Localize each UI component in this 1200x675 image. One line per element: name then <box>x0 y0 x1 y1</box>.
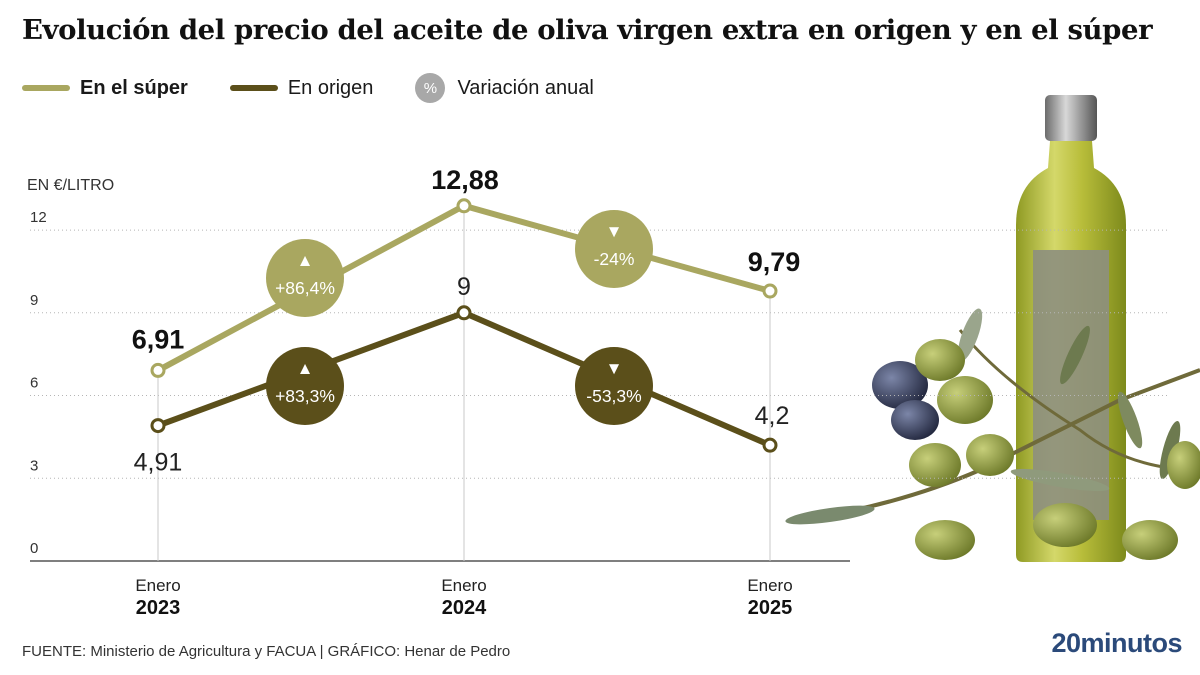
x-tick-label-year: 2023 <box>136 597 181 619</box>
y-tick-label: 6 <box>30 375 38 392</box>
data-label-super: 6,91 <box>132 324 185 354</box>
variation-badges: ▲ +86,4% ▼ -24% ▲ +83,3% ▼ -53,3% <box>266 210 653 425</box>
variation-badge-label: -53,3% <box>586 386 641 406</box>
y-tick-label: 12 <box>30 209 47 226</box>
y-tick-label: 0 <box>30 540 38 557</box>
x-tick-label-year: 2024 <box>442 597 487 619</box>
data-point-origen <box>456 305 472 321</box>
x-tick-label-month: Enero <box>747 576 792 595</box>
data-labels: 6,91 12,88 9,79 4,91 9 4,2 <box>132 165 801 477</box>
y-tick-label: 9 <box>30 292 38 309</box>
olive-oil-illustration <box>785 95 1200 562</box>
data-label-super: 12,88 <box>431 165 499 195</box>
olive-branch-icon <box>785 308 1200 560</box>
data-label-origen: 4,91 <box>134 449 183 477</box>
data-point-origen <box>762 437 778 453</box>
legend: En el súper En origen % Variación anual <box>22 73 636 103</box>
x-tick-label-year: 2025 <box>748 597 793 619</box>
triangle-down-icon: ▼ <box>606 359 623 378</box>
data-label-super: 9,79 <box>748 247 801 277</box>
source-footer: FUENTE: Ministerio de Agricultura y FACU… <box>22 643 511 660</box>
axes: EN €/LITRO 0 3 6 9 12 Enero 2023 Enero 2024 Enero 2… <box>27 177 1170 619</box>
legend-label-super: En el súper <box>80 76 188 99</box>
x-tick-label-month: Enero <box>135 576 180 595</box>
variation-badge-super <box>266 239 344 317</box>
chart-title: Evolución del precio del aceite de oliva… <box>22 14 1153 46</box>
data-label-origen: 4,2 <box>755 402 790 430</box>
data-label-origen: 9 <box>457 273 471 301</box>
legend-label-variacion: Variación anual <box>457 76 594 99</box>
legend-label-origen: En origen <box>287 76 374 99</box>
olive-oil-bottle-icon <box>1016 95 1126 562</box>
legend-item-variacion: % Variación anual <box>415 73 594 103</box>
variation-badge-origen <box>575 347 653 425</box>
data-point-super <box>762 283 778 299</box>
triangle-up-icon: ▲ <box>297 359 314 378</box>
percent-icon: % <box>415 73 446 103</box>
variation-badge-label: -24% <box>594 249 635 269</box>
variation-badge-label: +86,4% <box>275 278 335 298</box>
legend-swatch-origen <box>229 85 278 91</box>
triangle-down-icon: ▼ <box>606 222 623 241</box>
variation-badge-origen <box>266 347 344 425</box>
legend-swatch-super <box>22 85 70 91</box>
data-point-super <box>456 198 472 214</box>
y-axis-label: EN €/LITRO <box>27 177 114 194</box>
triangle-up-icon: ▲ <box>297 251 314 270</box>
data-point-origen <box>150 418 166 434</box>
variation-badge-super <box>575 210 653 288</box>
brand-logo[interactable]: 20minutos <box>1051 628 1182 658</box>
series-layer <box>150 198 778 453</box>
data-point-super <box>150 362 166 378</box>
x-tick-label-month: Enero <box>441 576 486 595</box>
legend-item-super: En el súper <box>22 77 188 100</box>
y-tick-label: 3 <box>30 457 38 474</box>
variation-badge-label: +83,3% <box>275 386 335 406</box>
legend-item-origen: En origen <box>229 76 374 100</box>
